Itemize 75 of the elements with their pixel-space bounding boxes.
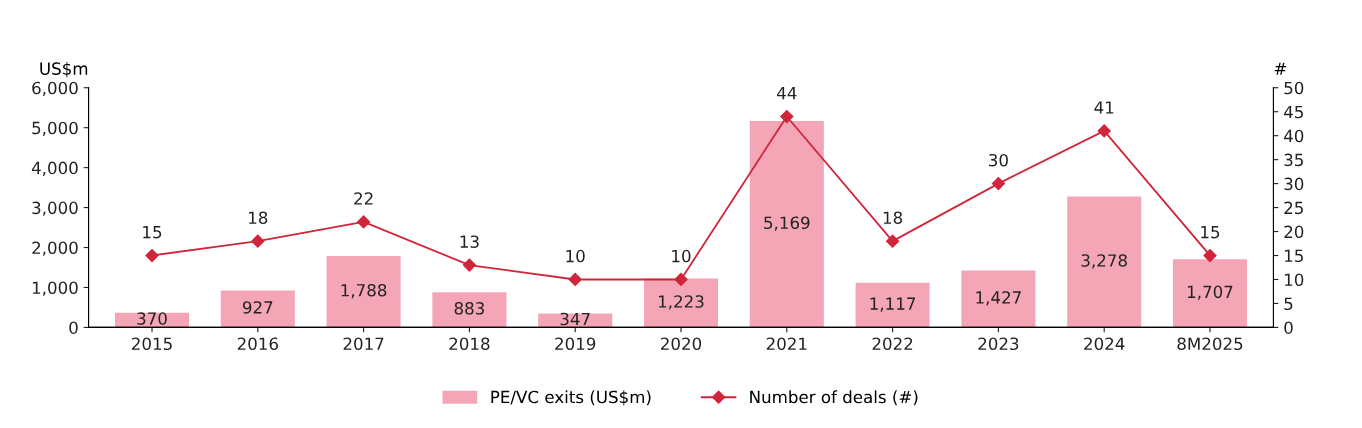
x-tick-label: 2018 bbox=[449, 337, 490, 351]
y2-tick-label: 25 bbox=[1284, 201, 1303, 215]
x-tick-label: 2022 bbox=[872, 337, 913, 351]
data-label: 347 bbox=[560, 312, 590, 326]
point bbox=[462, 258, 476, 272]
data-label: 1,223 bbox=[658, 295, 704, 310]
data-label: 1,117 bbox=[870, 297, 916, 312]
x-tick-label: 2019 bbox=[555, 337, 596, 351]
point bbox=[1203, 248, 1217, 263]
data-label: 30 bbox=[989, 153, 1008, 167]
y2-tick-label: 20 bbox=[1284, 225, 1304, 239]
x-tick-label: 2015 bbox=[132, 337, 172, 351]
y-tick-label: 5,000 bbox=[32, 121, 78, 136]
y2-tick-label: 30 bbox=[1284, 177, 1304, 191]
y2-tick-label: 10 bbox=[1285, 273, 1304, 287]
y-tick-label: 3,000 bbox=[32, 201, 78, 216]
bar bbox=[961, 270, 1036, 328]
data-label: 883 bbox=[454, 302, 484, 315]
y-tick-label: 6,000 bbox=[32, 81, 78, 97]
x-tick-label: 2020 bbox=[661, 337, 702, 351]
y2-tick-label: 45 bbox=[1284, 105, 1303, 119]
point bbox=[674, 272, 688, 287]
x-tick-label: 2024 bbox=[1084, 337, 1125, 351]
data-label: 10 bbox=[566, 249, 585, 263]
y2-tick-label: 15 bbox=[1285, 249, 1303, 263]
data-label: 5,169 bbox=[764, 216, 810, 231]
x-tick-label: 8M2025 bbox=[1177, 337, 1243, 351]
data-label: 370 bbox=[137, 312, 167, 325]
y2-tick-label: 5 bbox=[1284, 297, 1293, 311]
bar bbox=[432, 292, 507, 328]
data-label: 18 bbox=[883, 211, 903, 225]
data-label: 1,788 bbox=[341, 283, 387, 299]
data-label: 13 bbox=[460, 235, 479, 248]
bar bbox=[643, 278, 719, 328]
y2-tick-label: 35 bbox=[1284, 153, 1303, 167]
bar bbox=[220, 290, 295, 328]
data-label: 15 bbox=[1201, 226, 1220, 239]
data-label: 15 bbox=[143, 226, 162, 239]
y2-tick-label: 0 bbox=[1284, 321, 1293, 334]
data-label: 41 bbox=[1094, 101, 1114, 114]
bar bbox=[1067, 196, 1142, 328]
data-label: 1,707 bbox=[1187, 285, 1233, 300]
bar bbox=[1172, 259, 1248, 328]
legend-label: Number of deals (#) bbox=[750, 390, 918, 406]
point bbox=[991, 177, 1005, 191]
point bbox=[145, 248, 159, 263]
bar bbox=[749, 120, 824, 328]
data-label: 10 bbox=[672, 249, 691, 263]
y-tick-label: 0 bbox=[69, 321, 78, 334]
x-tick-label: 2016 bbox=[237, 337, 278, 351]
y2-tick-label: 40 bbox=[1284, 129, 1304, 143]
point bbox=[886, 234, 900, 248]
data-label: 22 bbox=[354, 192, 373, 205]
x-tick-label: 2021 bbox=[766, 337, 807, 351]
y2-axis-title: # bbox=[1274, 62, 1287, 75]
x-tick-label: 2017 bbox=[343, 337, 384, 351]
point bbox=[780, 109, 794, 124]
bar bbox=[326, 256, 401, 328]
y2-tick-label: 50 bbox=[1284, 81, 1304, 95]
y-tick-label: 1,000 bbox=[32, 281, 78, 296]
y-axis-title: US$m bbox=[40, 62, 88, 78]
y-tick-label: 2,000 bbox=[32, 241, 78, 256]
data-label: 3,278 bbox=[1081, 254, 1127, 269]
data-label: 44 bbox=[777, 87, 797, 100]
legend-label: PE/VC exits (US$m) bbox=[491, 390, 651, 406]
point bbox=[568, 272, 582, 287]
y-tick-label: 4,000 bbox=[31, 161, 78, 176]
data-label: 1,427 bbox=[976, 291, 1021, 306]
point bbox=[1097, 124, 1111, 138]
point bbox=[251, 234, 265, 248]
bar bbox=[855, 282, 930, 328]
data-label: 927 bbox=[242, 301, 273, 314]
x-tick-label: 2023 bbox=[978, 337, 1019, 351]
data-label: 18 bbox=[249, 211, 268, 225]
point bbox=[357, 215, 371, 229]
